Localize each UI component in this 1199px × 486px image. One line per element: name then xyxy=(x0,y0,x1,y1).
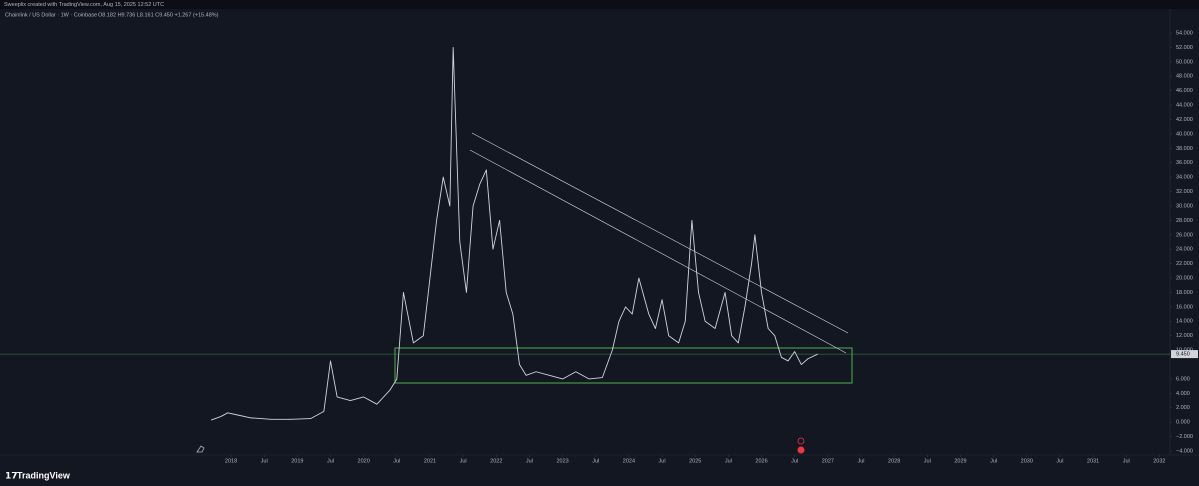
y-tick-label: 20.000 xyxy=(1176,275,1193,281)
x-tick-label: Jul xyxy=(460,458,467,464)
x-tick-label: 2019 xyxy=(291,458,303,464)
last-price-badge xyxy=(1171,350,1198,359)
ohlc: O8.182 H9.736 L8.161 C9.450 +1.267 (+15.… xyxy=(98,12,219,18)
y-tick-label: −4.000 xyxy=(1176,448,1193,454)
event-icon xyxy=(797,446,805,454)
price-line xyxy=(210,46,819,421)
x-tick-label: Jul xyxy=(659,458,666,464)
y-tick-label: −2.000 xyxy=(1176,434,1193,440)
x-tick-label: 2020 xyxy=(358,458,370,464)
event-icon xyxy=(797,437,805,445)
x-tick-label: 2029 xyxy=(954,458,966,464)
attribution: Sweeplix created with TradingView.com, A… xyxy=(4,2,164,8)
x-tick-label: Jul xyxy=(526,458,533,464)
y-tick-label: 22.000 xyxy=(1176,261,1193,267)
icons xyxy=(196,437,805,454)
y-tick-label: 0.000 xyxy=(1176,420,1190,426)
y-tick-label: 36.000 xyxy=(1176,160,1193,166)
y-tick-label: 42.000 xyxy=(1176,117,1193,123)
x-tick-label: 2027 xyxy=(822,458,834,464)
x-tick-label: 2026 xyxy=(755,458,767,464)
y-tick-label: 4.000 xyxy=(1176,391,1190,397)
y-tick-label: 52.000 xyxy=(1176,45,1193,51)
symbol: Chainlink / US Dollar · 1W · Coinbase xyxy=(5,12,97,18)
range-box xyxy=(394,347,853,384)
logo-icon xyxy=(196,445,205,453)
y-tick-label: 16.000 xyxy=(1176,304,1193,310)
y-tick-label: 6.000 xyxy=(1176,376,1190,382)
y-tick-label: 26.000 xyxy=(1176,232,1193,238)
x-tick-label: 2030 xyxy=(1021,458,1033,464)
y-tick-label: 28.000 xyxy=(1176,218,1193,224)
x-tick-label: Jul xyxy=(924,458,931,464)
y-tick-label: 48.000 xyxy=(1176,74,1193,80)
x-tick-label: Jul xyxy=(261,458,268,464)
y-tick-label: 34.000 xyxy=(1176,175,1193,181)
y-tick-label: 46.000 xyxy=(1176,88,1193,94)
x-tick-label: 2018 xyxy=(225,458,237,464)
x-tick-label: Jul xyxy=(791,458,798,464)
y-tick-label: 44.000 xyxy=(1176,103,1193,109)
x-tick-label: 2022 xyxy=(490,458,502,464)
x-tick-label: Jul xyxy=(1056,458,1063,464)
y-tick-label: 40.000 xyxy=(1176,131,1193,137)
footer xyxy=(0,466,1199,486)
x-tick-label: Jul xyxy=(327,458,334,464)
y-tick-label: 54.000 xyxy=(1176,30,1193,36)
x-tick-label: Jul xyxy=(857,458,864,464)
x-tick-label: Jul xyxy=(725,458,732,464)
y-tick-label: 38.000 xyxy=(1176,146,1193,152)
y-tick-label: 30.000 xyxy=(1176,203,1193,209)
trend-line xyxy=(469,149,847,354)
y-tick-label: 14.000 xyxy=(1176,319,1193,325)
x-tick-label: 2032 xyxy=(1153,458,1165,464)
x-tick-label: 2023 xyxy=(556,458,568,464)
x-tick-label: 2024 xyxy=(623,458,635,464)
last-price-label: 9.450 xyxy=(1176,352,1190,358)
y-tick-label: 2.000 xyxy=(1176,405,1190,411)
x-tick-label: 2028 xyxy=(888,458,900,464)
brand: TradingView xyxy=(17,470,71,480)
top-bar xyxy=(0,0,1199,9)
y-tick-label: 12.000 xyxy=(1176,333,1193,339)
x-tick-label: Jul xyxy=(393,458,400,464)
y-tick-label: 50.000 xyxy=(1176,59,1193,65)
brand-icon: 𝟭𝟳 xyxy=(5,470,18,480)
x-tick-label: Jul xyxy=(1123,458,1130,464)
x-tick-label: Jul xyxy=(592,458,599,464)
trend-line xyxy=(471,132,849,334)
x-tick-label: 2025 xyxy=(689,458,701,464)
x-tick-label: 2031 xyxy=(1087,458,1099,464)
x-tick-label: Jul xyxy=(990,458,997,464)
y-tick-label: 32.000 xyxy=(1176,189,1193,195)
y-tick-label: 18.000 xyxy=(1176,290,1193,296)
x-tick-label: 2021 xyxy=(424,458,436,464)
y-tick-label: 24.000 xyxy=(1176,247,1193,253)
